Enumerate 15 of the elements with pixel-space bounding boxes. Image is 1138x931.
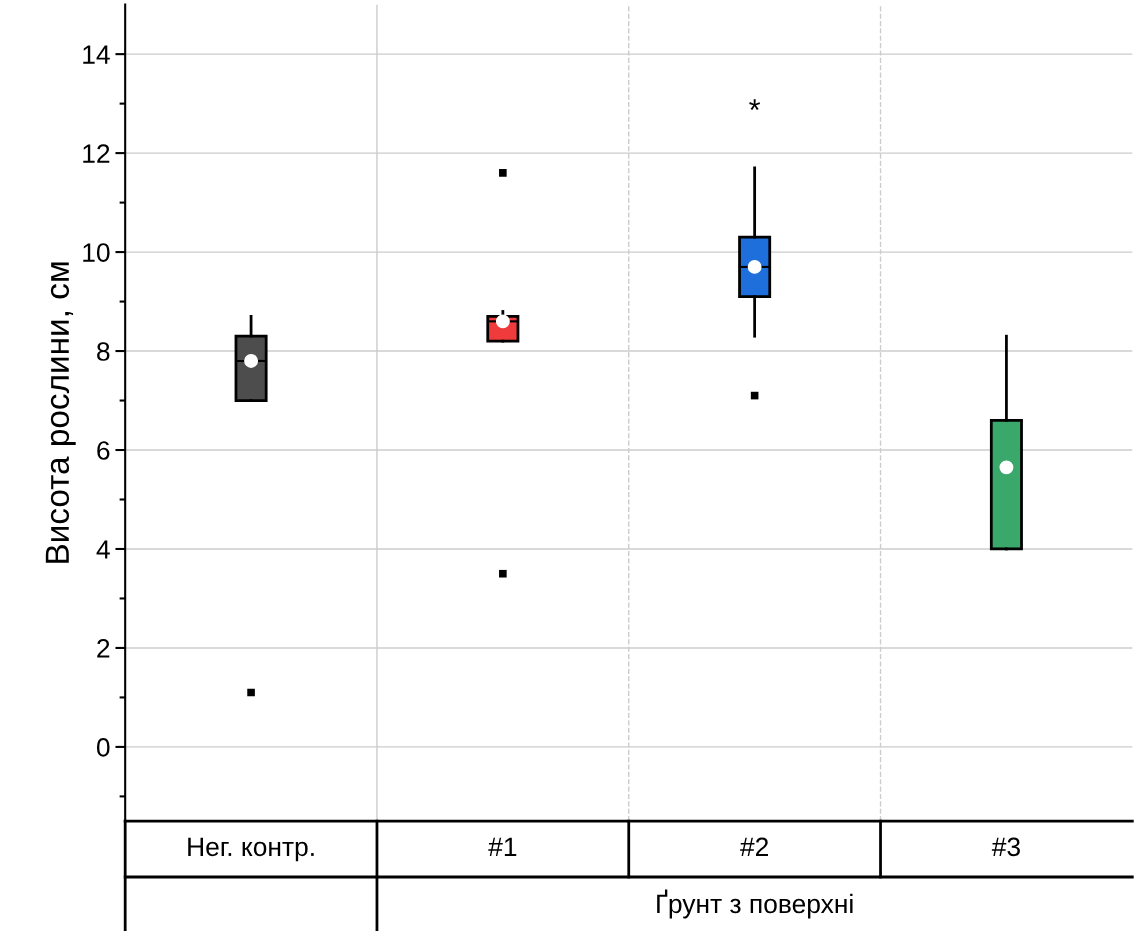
y-axis-title: Висота рослини, см xyxy=(45,262,76,563)
y-tick-label: 6 xyxy=(97,441,110,460)
y-tick-label: 12 xyxy=(83,144,110,163)
y-tick-label: 10 xyxy=(83,243,110,262)
y-tick-label: 0 xyxy=(96,738,110,757)
y-tick-label: 8 xyxy=(97,342,110,361)
y-tick-label: 4 xyxy=(96,540,110,559)
text: Ґрунт з поверхні xyxy=(657,889,853,919)
x-tick-label: #3 xyxy=(991,837,1020,857)
x-tick-label: #2 xyxy=(740,837,768,856)
x-tick-label: Нег. контр. xyxy=(188,837,314,862)
annotation: * xyxy=(749,99,761,110)
y-tick-label: 2 xyxy=(97,639,110,658)
y-tick-label: 14 xyxy=(83,45,110,64)
x-tick-label: #1 xyxy=(488,837,517,856)
